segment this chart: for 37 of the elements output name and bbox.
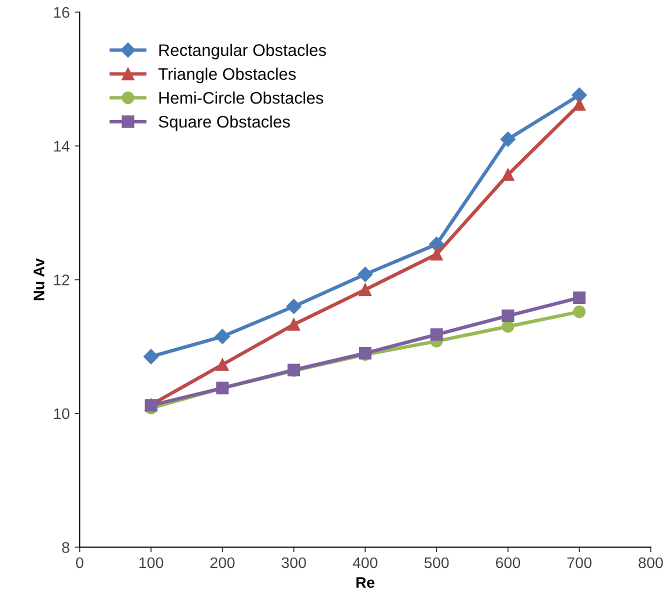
point [143, 349, 159, 364]
point [286, 298, 302, 314]
x-axis-title: Re [356, 577, 374, 588]
x-tick-label: 0 [76, 557, 84, 568]
legend-label: Rectangular Obstacles [159, 44, 326, 60]
point [500, 132, 516, 147]
x-tick-label: 800 [638, 557, 663, 568]
y-tick-label: 16 [54, 7, 70, 18]
y-tick-label: 14 [54, 140, 70, 152]
y-tick-label: 8 [62, 542, 70, 553]
x-tick-label: 100 [139, 557, 164, 568]
x-tick-label: 600 [496, 557, 520, 568]
point [429, 236, 444, 252]
legend-label: Triangle Obstacles [158, 68, 296, 84]
point [572, 88, 587, 103]
point [288, 318, 300, 331]
point [358, 266, 373, 282]
x-tick-label: 400 [352, 557, 378, 568]
legend-label: Square Obstacles [158, 115, 290, 131]
x-tick-label: 300 [282, 557, 306, 568]
point [430, 248, 443, 261]
y-axis-title: Nu Av [34, 258, 44, 300]
point [573, 306, 586, 318]
x-tick-label: 500 [424, 557, 449, 568]
y-tick-label: 12 [54, 274, 70, 286]
point [358, 283, 372, 296]
point [430, 328, 443, 341]
x-tick-label: 200 [210, 557, 235, 568]
point [573, 291, 586, 304]
point [502, 168, 514, 181]
point [216, 358, 229, 371]
point [573, 98, 586, 111]
x-tick-label: 700 [567, 557, 592, 568]
legend-label: Hemi-Circle Obstacles [159, 92, 324, 104]
point [214, 328, 230, 344]
y-tick-label: 10 [54, 408, 70, 420]
point [502, 310, 514, 322]
